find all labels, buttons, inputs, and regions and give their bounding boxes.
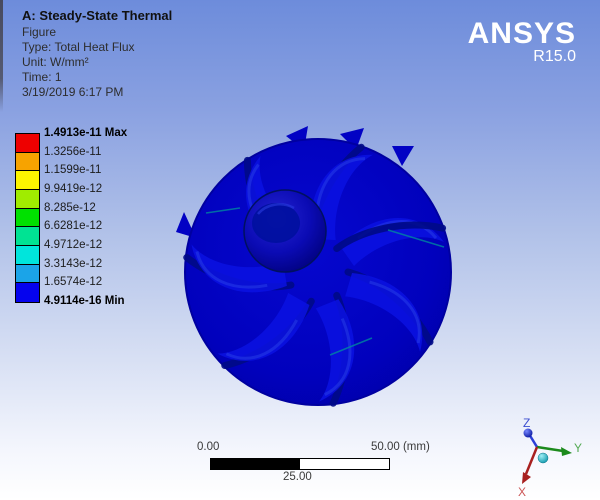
scale-ruler xyxy=(210,458,390,470)
analysis-title: A: Steady-State Thermal xyxy=(22,8,173,23)
ansys-version: R15.0 xyxy=(533,48,576,65)
legend-value: 8.285e-12 xyxy=(44,202,96,214)
triad-x-arrowhead[interactable] xyxy=(522,472,531,484)
legend-value: 6.6281e-12 xyxy=(44,220,103,232)
edge-highlights xyxy=(205,207,445,356)
triad-origin-ball[interactable] xyxy=(537,452,549,464)
legend-value: 1.3256e-11 xyxy=(44,146,102,158)
legend-value-max: 1.4913e-11 Max xyxy=(44,127,128,139)
annotation-line-unit: Unit: W/mm² xyxy=(22,55,89,69)
scale-label-zero: 0.00 xyxy=(197,441,220,453)
legend-value: 1.1599e-11 xyxy=(44,164,102,176)
annotation-line-date: 3/19/2019 6:17 PM xyxy=(22,85,124,99)
legend-value-min: 4.9114e-16 Min xyxy=(44,295,125,307)
impeller-nose xyxy=(252,203,300,243)
legend-bands xyxy=(15,133,40,303)
legend-band xyxy=(16,134,39,153)
triad-x-label[interactable]: X xyxy=(518,485,526,499)
legend-value: 3.3143e-12 xyxy=(44,258,103,270)
triad-z-label[interactable]: Z xyxy=(523,416,530,430)
legend-value: 9.9419e-12 xyxy=(44,183,103,195)
hub-highlight xyxy=(257,203,295,215)
impeller-blades xyxy=(174,134,451,415)
orientation-triad[interactable]: Z Y X xyxy=(500,408,595,500)
ansys-logo: ANSYS R15.0 xyxy=(467,17,576,66)
legend-band xyxy=(16,264,39,284)
legend-value: 4.9712e-12 xyxy=(44,239,103,251)
triad-y-arrowhead[interactable] xyxy=(561,447,572,456)
annotation-line-time: Time: 1 xyxy=(22,70,62,84)
annotation-line-type: Type: Total Heat Flux xyxy=(22,40,135,54)
legend-band xyxy=(16,208,39,228)
left-panel-edge xyxy=(0,0,3,112)
scale-label-middle: 25.00 xyxy=(283,471,312,483)
annotation-line-figure: Figure xyxy=(22,25,57,39)
result-annotation: A: Steady-State Thermal Figure Type: Tot… xyxy=(22,8,172,100)
legend-band xyxy=(16,245,39,265)
scale-label-max: 50.00 (mm) xyxy=(371,441,430,453)
legend-band xyxy=(16,152,39,172)
ansys-logo-text: ANSYS xyxy=(467,17,576,50)
legend-value: 1.6574e-12 xyxy=(44,276,103,288)
triad-y-label[interactable]: Y xyxy=(574,441,582,455)
triad-z-ball[interactable] xyxy=(523,428,533,438)
legend-band xyxy=(16,227,39,246)
legend-band xyxy=(16,189,39,209)
legend-band xyxy=(16,171,39,190)
triad-x-axis[interactable] xyxy=(524,446,539,475)
triad-y-axis[interactable] xyxy=(536,445,564,453)
legend-band xyxy=(16,283,39,302)
scale-ruler-black-half xyxy=(211,459,300,469)
